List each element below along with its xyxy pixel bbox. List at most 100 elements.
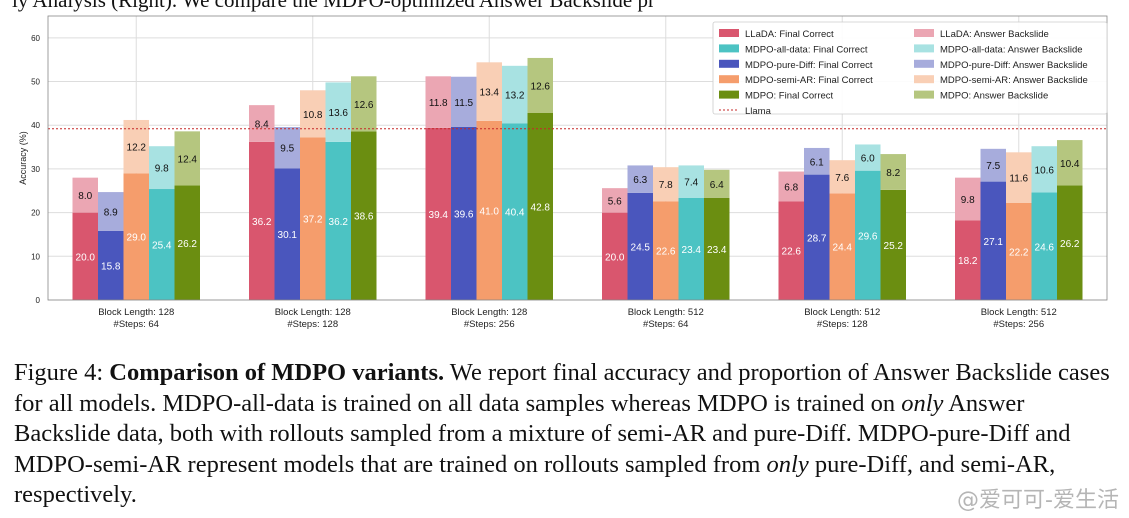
data-label-final-correct: 22.2 bbox=[1009, 248, 1029, 259]
legend-swatch bbox=[719, 90, 739, 99]
bar-answer-backslide bbox=[1031, 146, 1057, 193]
bar-final-correct bbox=[72, 212, 98, 300]
data-label-answer-backslide: 9.8 bbox=[155, 164, 169, 175]
data-label-answer-backslide: 8.0 bbox=[78, 191, 92, 202]
data-label-answer-backslide: 5.6 bbox=[608, 196, 622, 207]
data-label-answer-backslide: 12.6 bbox=[531, 81, 551, 92]
data-label-final-correct: 27.1 bbox=[984, 237, 1004, 248]
data-label-answer-backslide: 6.1 bbox=[810, 157, 824, 168]
data-label-final-correct: 26.2 bbox=[178, 239, 198, 250]
x-tick-label: Block Length: 512 bbox=[628, 307, 704, 318]
bar-answer-backslide bbox=[325, 82, 351, 142]
bar-final-correct bbox=[1006, 203, 1032, 300]
data-label-answer-backslide: 13.6 bbox=[329, 108, 349, 119]
y-axis-title: Accuracy (%) bbox=[18, 131, 28, 185]
preceding-text-fragment: ly Analysis (Right). We compare the MDPO… bbox=[12, 0, 655, 12]
data-label-answer-backslide: 11.5 bbox=[454, 98, 473, 109]
x-tick-label: Block Length: 128 bbox=[98, 307, 174, 318]
legend-label: Llama bbox=[745, 106, 772, 117]
data-label-answer-backslide: 12.2 bbox=[127, 143, 147, 154]
bar-final-correct bbox=[274, 168, 300, 300]
data-label-answer-backslide: 8.4 bbox=[255, 119, 269, 130]
plot-frame bbox=[47, 15, 1108, 301]
data-label-final-correct: 24.6 bbox=[1035, 242, 1055, 253]
x-tick-label: #Steps: 128 bbox=[817, 319, 868, 330]
bar-final-correct bbox=[602, 212, 628, 300]
x-tick-label: Block Length: 512 bbox=[981, 307, 1057, 318]
bar-answer-backslide bbox=[451, 76, 477, 127]
data-label-final-correct: 20.0 bbox=[605, 252, 625, 263]
caption-text-3: pure-Diff, and semi-AR, respectively. bbox=[14, 450, 1056, 509]
bar-answer-backslide bbox=[351, 76, 377, 132]
data-label-answer-backslide: 9.5 bbox=[280, 144, 294, 155]
caption-text-2: Answer Backslide data, both with rollout… bbox=[14, 389, 1071, 478]
data-label-final-correct: 15.8 bbox=[101, 261, 121, 272]
data-label-final-correct: 37.2 bbox=[303, 215, 323, 226]
bar-answer-backslide bbox=[653, 167, 679, 202]
bar-final-correct bbox=[829, 193, 855, 300]
bar-final-correct bbox=[880, 189, 906, 300]
legend-box bbox=[712, 21, 1108, 115]
data-label-final-correct: 28.7 bbox=[807, 233, 827, 244]
data-label-final-correct: 42.8 bbox=[531, 202, 551, 213]
x-tick-label: Block Length: 512 bbox=[804, 307, 880, 318]
data-label-answer-backslide: 7.6 bbox=[835, 173, 849, 184]
y-tick-label: 10 bbox=[31, 252, 40, 261]
bar-final-correct bbox=[1057, 185, 1083, 300]
bar-answer-backslide bbox=[704, 169, 730, 198]
bar-final-correct bbox=[653, 201, 679, 300]
legend-label: MDPO-pure-Diff: Answer Backslide bbox=[940, 60, 1088, 71]
bar-answer-backslide bbox=[678, 165, 704, 198]
bar-final-correct bbox=[451, 126, 477, 301]
accuracy-bar-chart: 20.0 8.0 15.8 8.9 29.0 12.2 25.4 9.8 26.2 12.4 36.… bbox=[18, 15, 1108, 330]
legend-label: MDPO-semi-AR: Final Correct bbox=[745, 75, 873, 86]
bar-final-correct bbox=[476, 120, 502, 300]
legend-label: MDPO: Answer Backslide bbox=[940, 91, 1048, 102]
caption-text-1: We report final accuracy and proportion … bbox=[14, 359, 1110, 417]
bar-answer-backslide bbox=[627, 165, 653, 193]
bar-final-correct bbox=[527, 112, 553, 301]
bar-groups: 20.0 8.0 15.8 8.9 29.0 12.2 25.4 9.8 26.2 12.4 36.… bbox=[72, 57, 1083, 301]
data-label-final-correct: 25.2 bbox=[884, 241, 904, 252]
y-tick-label: 0 bbox=[36, 296, 41, 305]
data-label-answer-backslide: 9.8 bbox=[961, 195, 975, 206]
bar-final-correct bbox=[351, 131, 377, 300]
data-label-final-correct: 29.6 bbox=[858, 231, 878, 242]
x-tick-label: #Steps: 128 bbox=[287, 319, 338, 330]
bar-answer-backslide bbox=[955, 177, 981, 221]
legend-swatch bbox=[719, 75, 739, 84]
y-tick-label: 60 bbox=[31, 34, 40, 43]
x-tick-label: #Steps: 64 bbox=[114, 319, 159, 330]
data-label-final-correct: 39.6 bbox=[454, 209, 474, 220]
legend-label: MDPO: Final Correct bbox=[745, 91, 834, 102]
data-label-final-correct: 25.4 bbox=[152, 241, 172, 252]
data-label-final-correct: 40.4 bbox=[505, 208, 525, 219]
data-label-answer-backslide: 13.2 bbox=[505, 91, 525, 102]
data-label-answer-backslide: 7.4 bbox=[684, 178, 698, 189]
bar-final-correct bbox=[300, 137, 326, 300]
caption-label: Figure 4: bbox=[14, 359, 104, 386]
data-label-final-correct: 22.6 bbox=[656, 247, 676, 258]
bar-final-correct bbox=[98, 230, 124, 300]
data-label-answer-backslide: 13.4 bbox=[480, 88, 500, 99]
bar-answer-backslide bbox=[425, 76, 451, 128]
x-tick-label: #Steps: 64 bbox=[643, 319, 688, 330]
data-label-final-correct: 23.4 bbox=[682, 245, 702, 256]
data-label-answer-backslide: 8.2 bbox=[886, 168, 900, 179]
data-label-answer-backslide: 11.8 bbox=[429, 98, 448, 109]
legend-swatch bbox=[914, 90, 934, 99]
data-label-final-correct: 23.4 bbox=[707, 245, 727, 256]
bar-answer-backslide bbox=[829, 160, 855, 194]
bar-answer-backslide bbox=[855, 144, 881, 171]
bar-final-correct bbox=[855, 170, 881, 300]
data-label-final-correct: 29.0 bbox=[127, 233, 147, 244]
bar-answer-backslide bbox=[602, 188, 628, 213]
bar-answer-backslide bbox=[149, 146, 175, 190]
y-tick-label: 50 bbox=[31, 78, 40, 87]
data-label-answer-backslide: 10.4 bbox=[1060, 159, 1080, 170]
data-label-answer-backslide: 6.4 bbox=[710, 180, 724, 191]
data-label-final-correct: 36.2 bbox=[329, 217, 349, 228]
data-label-final-correct: 26.2 bbox=[1060, 239, 1080, 250]
legend-swatch bbox=[719, 59, 739, 68]
